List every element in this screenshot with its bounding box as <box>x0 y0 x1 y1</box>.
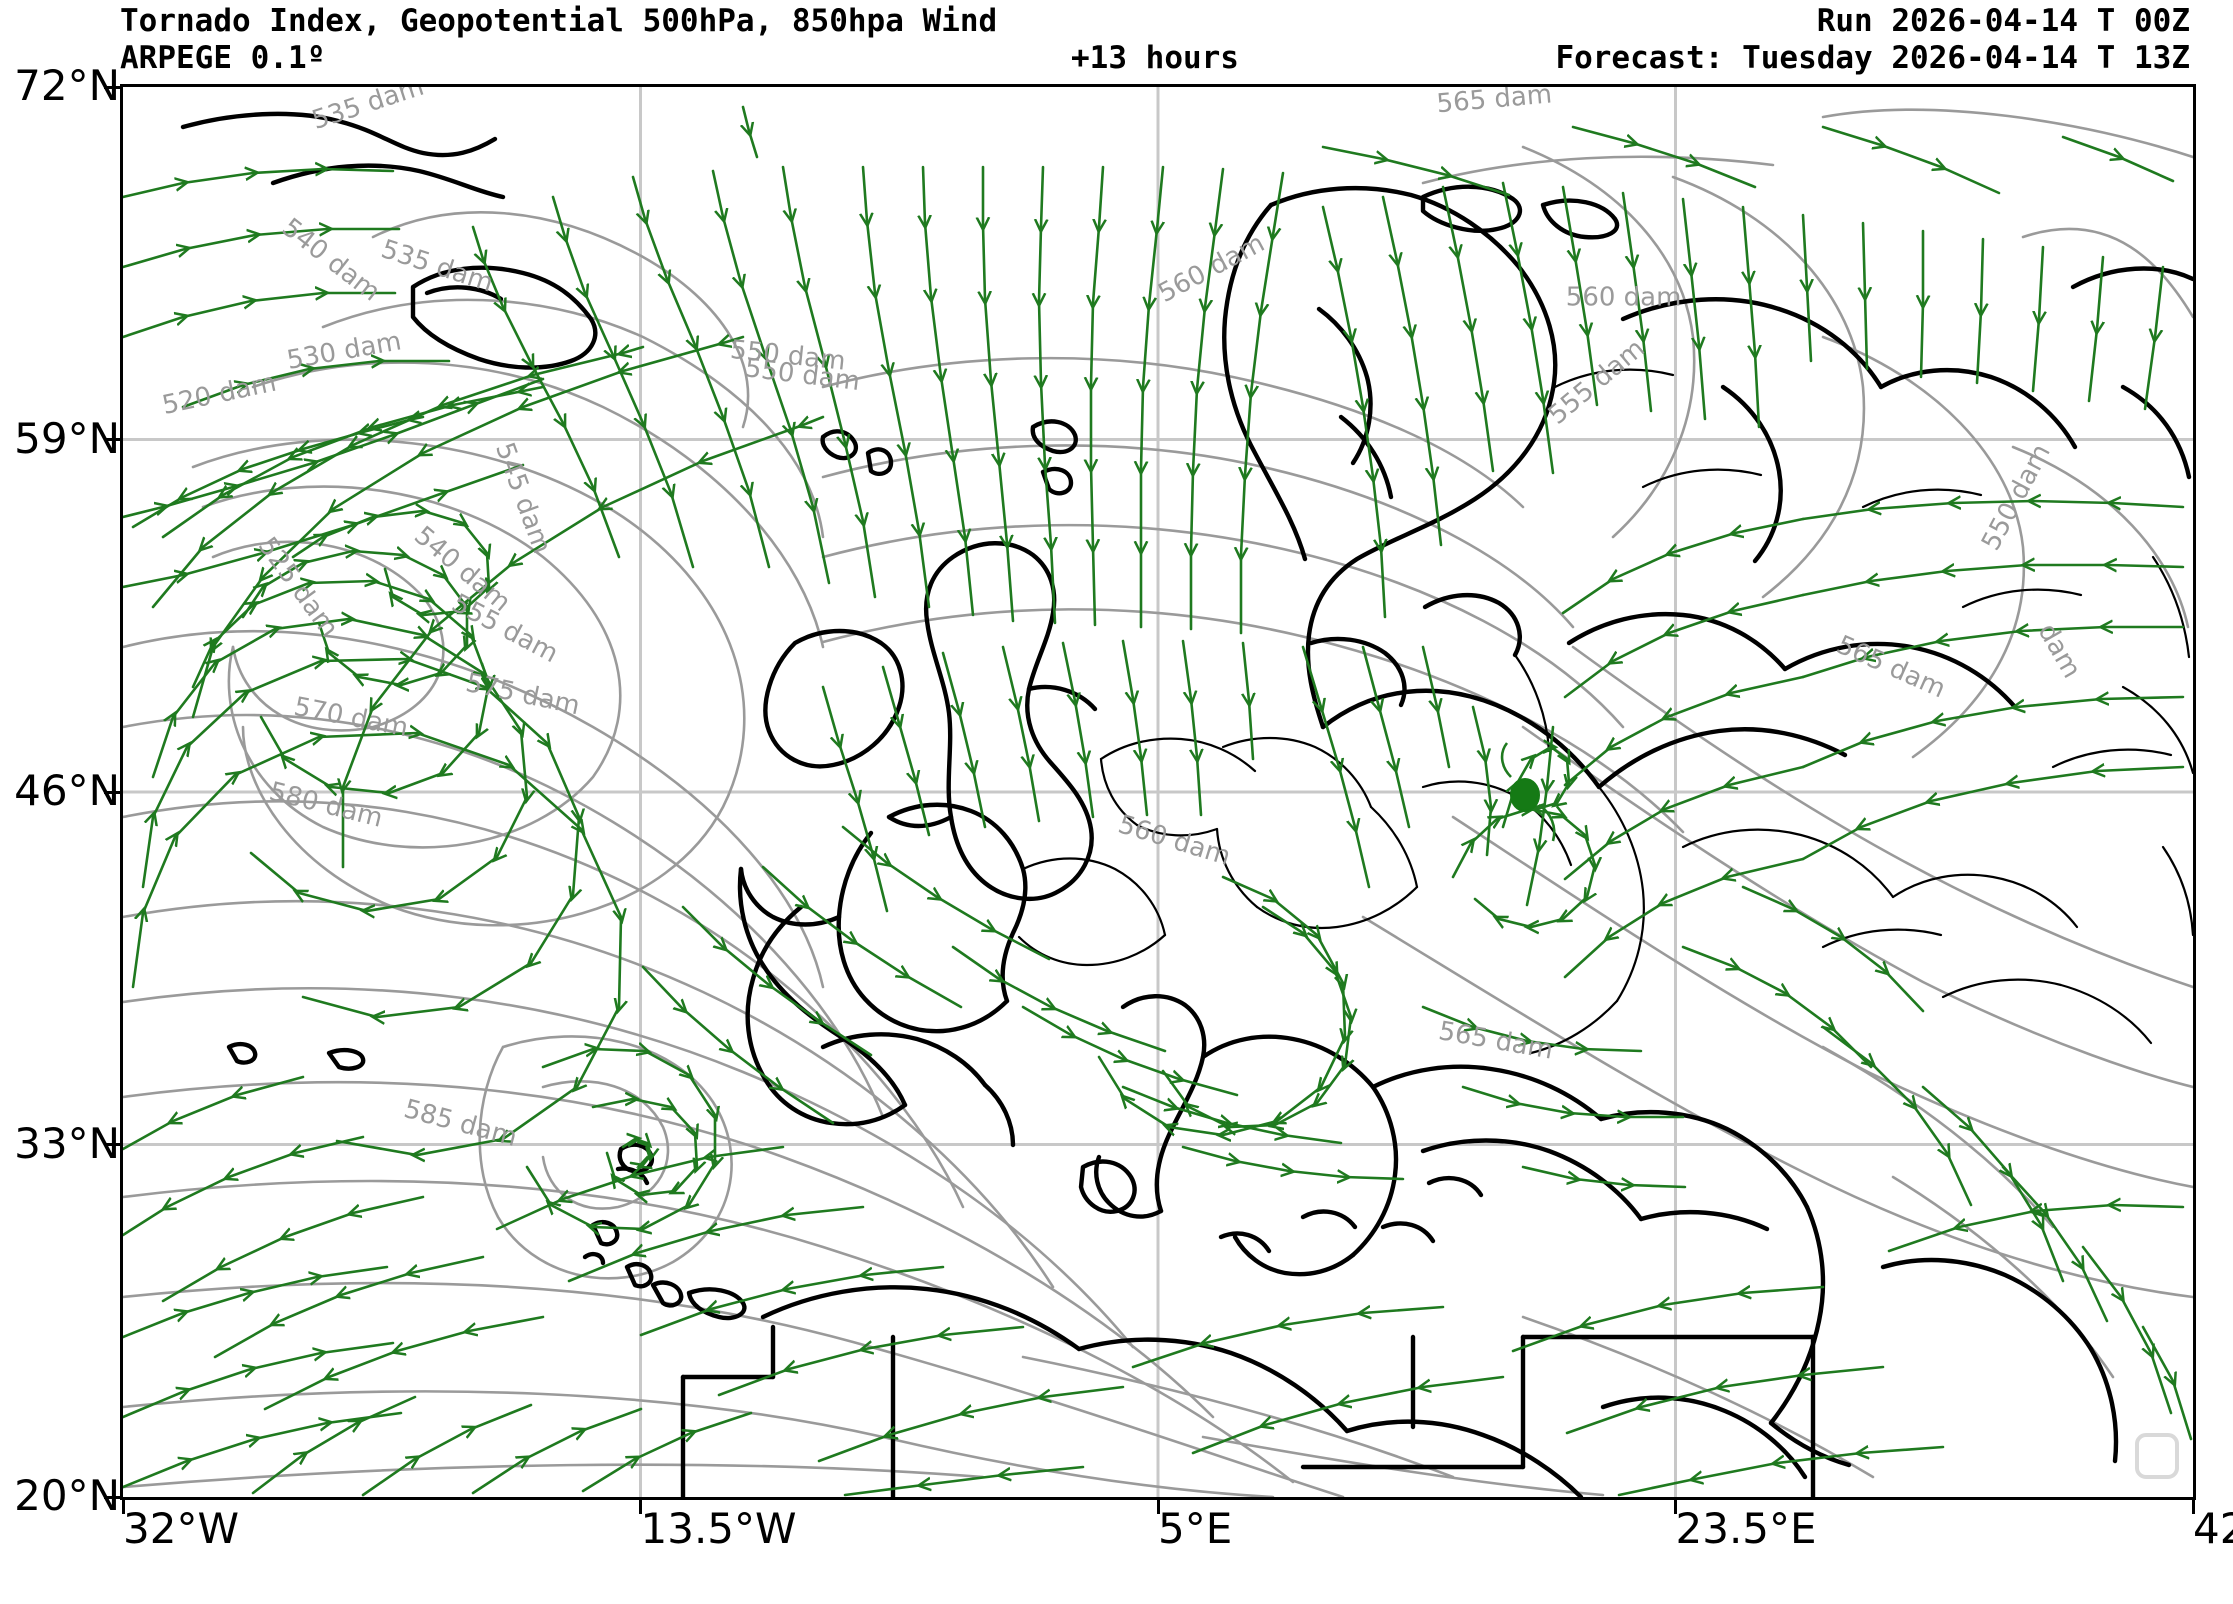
lat-tick-4 <box>104 1495 120 1499</box>
header-line-2: ARPEGE 0.1º +13 hours Forecast: Tuesday … <box>120 41 2190 75</box>
wind-streamlines <box>123 105 2193 1497</box>
contour-label-4: 560 dam <box>1153 228 1269 309</box>
lon-tick-label-4: 42°E <box>2193 1504 2233 1553</box>
contour-label-21: 560 dam <box>1115 809 1234 872</box>
empty-legend-box[interactable] <box>2135 1433 2179 1479</box>
lat-tick-1 <box>104 438 120 441</box>
header-title: Tornado Index, Geopotential 500hPa, 850h… <box>120 3 998 39</box>
contour-label-19: 575 dam <box>463 668 582 721</box>
contour-label-9: 520 dam <box>160 368 279 421</box>
lat-tick-label-4: 20°N <box>14 1471 120 1520</box>
header-run-time: Run 2026-04-14 T 00Z <box>1816 3 2190 39</box>
lat-tick-label-0: 72°N <box>14 61 120 110</box>
contour-label-5: 560 dam <box>1566 283 1682 313</box>
lon-tickmark-4 <box>2191 1500 2195 1514</box>
lat-tick-2 <box>104 790 120 794</box>
map-plot-area[interactable]: 565 dam 535 dam 540 dam 535 dam 560 dam 560 d… <box>120 84 2196 1500</box>
tornado-index-patches <box>1500 742 1556 842</box>
lon-tickmark-1 <box>639 1500 642 1514</box>
contour-label-0: 565 dam <box>1435 87 1553 119</box>
contour-label-10: 555 dam <box>1543 333 1651 430</box>
lon-tickmark-0 <box>121 1500 125 1514</box>
lon-tick-label-3: 23.5°E <box>1675 1504 1817 1553</box>
lat-tick-0 <box>104 85 120 89</box>
header-line-1: Tornado Index, Geopotential 500hPa, 850h… <box>120 4 2190 38</box>
lat-tick-label-2: 46°N <box>14 766 120 815</box>
coastlines <box>180 111 2193 1497</box>
lon-tick-label-0: 32°W <box>123 1504 239 1553</box>
lon-tick-label-2: 5°E <box>1158 1504 1233 1553</box>
lat-tick-label-1: 59°N <box>14 413 120 463</box>
header-model: ARPEGE 0.1º <box>120 40 326 76</box>
lon-tickmark-2 <box>1156 1500 1160 1514</box>
map-header: Tornado Index, Geopotential 500hPa, 850h… <box>0 0 2233 80</box>
contour-label-7: 530 dam <box>285 326 404 376</box>
contour-label-16: 565 dam <box>1832 630 1950 704</box>
graticule <box>123 87 2193 1497</box>
lat-tick-3 <box>104 1143 120 1146</box>
tornado-index-patch <box>1510 778 1540 812</box>
contour-label-11: 545 dam <box>489 439 557 558</box>
header-lead-time: +13 hours <box>1071 40 1239 76</box>
lat-tick-label-3: 33°N <box>14 1118 120 1168</box>
contour-label-1: 535 dam <box>308 87 427 136</box>
lon-tick-label-1: 13.5°W <box>640 1504 797 1553</box>
header-forecast-valid: Forecast: Tuesday 2026-04-14 T 13Z <box>1555 40 2190 76</box>
lon-tickmark-3 <box>1674 1500 1677 1514</box>
